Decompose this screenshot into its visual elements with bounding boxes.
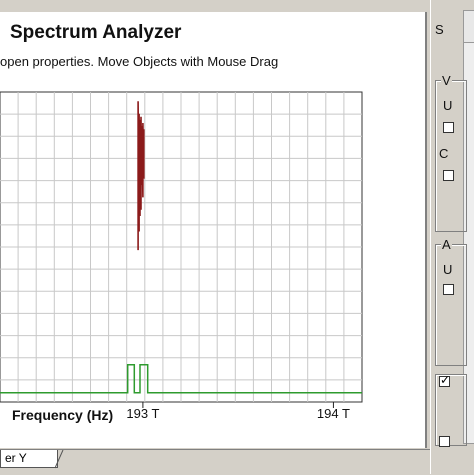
tab-slant-shape — [55, 450, 64, 469]
series-group — [0, 101, 362, 394]
group-view-checkbox-2[interactable] — [443, 170, 454, 181]
plot-title: Spectrum Analyzer — [10, 22, 182, 43]
lower-checkbox[interactable] — [439, 436, 450, 447]
x-tick-label: 193 T — [126, 406, 159, 421]
tab-bar: er Y — [0, 449, 430, 475]
tab-power-y[interactable]: er Y — [0, 450, 58, 468]
panel-top-label: S — [435, 22, 444, 37]
x-tick-label: 194 T — [317, 406, 350, 421]
grid-lines — [0, 92, 362, 402]
group-a-label-1: U — [443, 262, 453, 277]
series-line-2 — [0, 364, 362, 394]
group-view-label-1: U — [443, 98, 453, 113]
plot-hint-text: open properties. Move Objects with Mouse… — [0, 54, 279, 69]
panel-group-lower — [435, 374, 467, 446]
group-view-checkbox-1[interactable] — [443, 122, 454, 133]
x-axis-label: Frequency (Hz) — [12, 407, 113, 423]
group-a-title: A — [441, 237, 452, 252]
lower-checkbox-checked[interactable] — [439, 373, 450, 387]
panel-scrollbar-track[interactable] — [463, 42, 474, 444]
group-view-title: V — [441, 73, 452, 88]
properties-panel: S V U C A U — [430, 0, 474, 474]
group-a-checkbox-1[interactable] — [443, 284, 454, 295]
series-line-1 — [137, 101, 145, 251]
spectrum-chart[interactable]: 193 T 194 T Frequency (Hz) — [0, 12, 425, 448]
x-ticks: 193 T 194 T — [126, 402, 350, 421]
panel-scroll-thumb[interactable] — [463, 10, 474, 44]
group-view-label-2: C — [439, 146, 449, 161]
spectrum-plot-window[interactable]: Spectrum Analyzer open properties. Move … — [0, 12, 427, 448]
